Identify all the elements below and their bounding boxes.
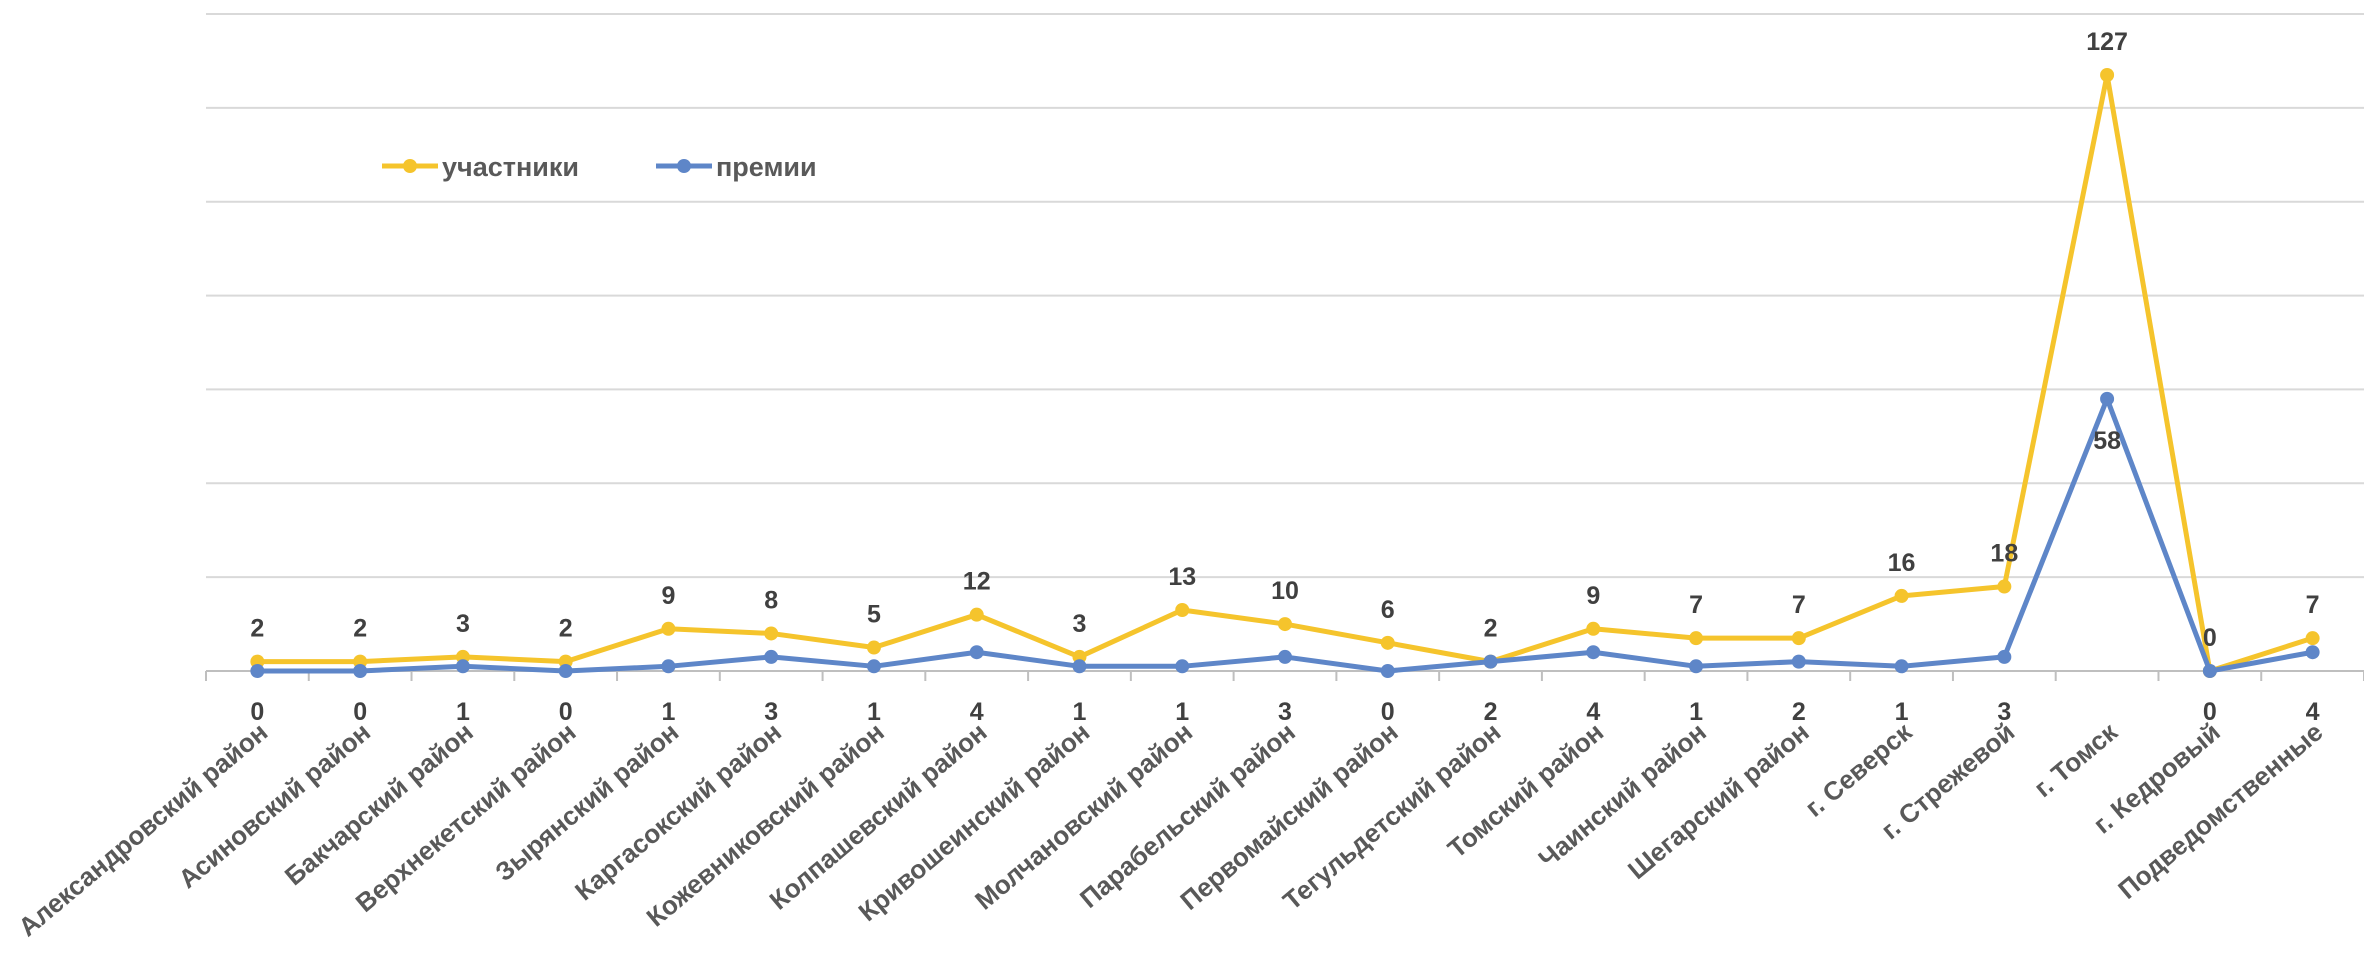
data-point bbox=[1175, 659, 1190, 674]
category-label: г. Томск bbox=[2028, 716, 2124, 803]
data-label-awards: 4 bbox=[1586, 698, 1600, 726]
data-label-awards: 3 bbox=[1278, 698, 1292, 726]
legend-label: премии bbox=[716, 152, 817, 182]
data-label-participants: 13 bbox=[1168, 563, 1196, 591]
data-point bbox=[866, 659, 881, 674]
data-point bbox=[1791, 654, 1806, 669]
data-point bbox=[1483, 654, 1498, 669]
data-label-awards: 3 bbox=[1997, 698, 2011, 726]
legend: участники премии bbox=[382, 152, 817, 182]
data-point bbox=[1894, 588, 1909, 603]
data-point bbox=[1997, 579, 2012, 594]
legend-item-awards: премии bbox=[656, 152, 817, 182]
data-point bbox=[866, 640, 881, 655]
data-point bbox=[558, 664, 573, 678]
data-label-participants: 2 bbox=[1484, 615, 1498, 643]
category-label: Асиновский район bbox=[173, 717, 376, 894]
data-label-participants: 9 bbox=[661, 582, 675, 610]
data-label-awards: 4 bbox=[970, 698, 984, 726]
data-point bbox=[250, 664, 265, 678]
data-label-awards: 1 bbox=[1175, 698, 1189, 726]
data-point bbox=[969, 607, 984, 622]
data-point bbox=[764, 649, 779, 664]
data-label-awards: 0 bbox=[1381, 698, 1395, 726]
data-label-awards: 1 bbox=[1689, 698, 1703, 726]
data-point bbox=[1586, 621, 1601, 636]
data-label-participants: 127 bbox=[2086, 28, 2128, 56]
series-awards bbox=[250, 391, 2320, 678]
data-point bbox=[1689, 631, 1704, 646]
data-label-awards: 0 bbox=[353, 698, 367, 726]
data-label-awards: 4 bbox=[2306, 698, 2320, 726]
data-label-participants: 12 bbox=[963, 568, 991, 596]
category-label: Зырянский район bbox=[489, 717, 684, 887]
data-point bbox=[969, 645, 984, 660]
category-label: Чаинский район bbox=[1533, 717, 1712, 874]
data-point bbox=[1380, 635, 1395, 650]
data-point bbox=[661, 621, 676, 636]
data-label-participants: 5 bbox=[867, 601, 881, 629]
legend-swatch-marker bbox=[403, 159, 417, 173]
data-point bbox=[1072, 659, 1087, 674]
data-label-awards: 58 bbox=[2093, 427, 2121, 455]
data-point bbox=[1586, 645, 1601, 660]
data-point bbox=[1894, 659, 1909, 674]
data-label-awards: 0 bbox=[2203, 698, 2217, 726]
data-label-awards: 2 bbox=[1484, 698, 1498, 726]
data-label-awards: 0 bbox=[250, 698, 264, 726]
data-label-participants: 3 bbox=[456, 610, 470, 638]
data-point bbox=[2305, 645, 2320, 660]
data-label-participants: 9 bbox=[1586, 582, 1600, 610]
data-labels: 2020312091835112431131103602294717216118… bbox=[250, 28, 2319, 726]
data-point bbox=[2100, 391, 2115, 406]
data-label-participants: 2 bbox=[353, 615, 367, 643]
category-label: Бакчарский район bbox=[279, 717, 479, 892]
data-point bbox=[1175, 602, 1190, 617]
data-point bbox=[1278, 617, 1292, 632]
data-label-participants: 18 bbox=[1990, 540, 2018, 568]
category-label: Шегарский район bbox=[1622, 717, 1815, 885]
data-point bbox=[2100, 68, 2115, 83]
data-label-participants: 3 bbox=[1073, 610, 1087, 638]
data-point bbox=[661, 659, 676, 674]
data-label-awards: 2 bbox=[1792, 698, 1806, 726]
data-label-awards: 1 bbox=[867, 698, 881, 726]
data-label-awards: 3 bbox=[764, 698, 778, 726]
category-label: Подведомственные bbox=[2112, 717, 2328, 905]
data-point bbox=[353, 664, 368, 678]
x-axis bbox=[205, 670, 2364, 681]
data-point bbox=[2305, 631, 2320, 646]
data-label-awards: 0 bbox=[559, 698, 573, 726]
legend-swatch-marker bbox=[677, 159, 691, 173]
data-point bbox=[1689, 659, 1704, 674]
data-point bbox=[2202, 664, 2217, 678]
data-point bbox=[1380, 664, 1395, 678]
data-label-awards: 1 bbox=[661, 698, 675, 726]
data-point bbox=[1997, 649, 2012, 664]
data-label-participants: 0 bbox=[2203, 624, 2217, 652]
data-label-participants: 7 bbox=[2306, 591, 2320, 619]
data-label-participants: 10 bbox=[1271, 577, 1299, 605]
data-label-awards: 1 bbox=[456, 698, 470, 726]
data-label-participants: 16 bbox=[1888, 549, 1916, 577]
data-point bbox=[764, 626, 779, 641]
data-label-participants: 8 bbox=[764, 586, 778, 614]
data-label-participants: 6 bbox=[1381, 596, 1395, 624]
data-label-participants: 2 bbox=[559, 615, 573, 643]
data-label-participants: 7 bbox=[1689, 591, 1703, 619]
series-layer bbox=[250, 68, 2320, 678]
data-label-awards: 1 bbox=[1073, 698, 1087, 726]
data-label-participants: 2 bbox=[250, 615, 264, 643]
data-label-participants: 7 bbox=[1792, 591, 1806, 619]
data-point bbox=[1791, 631, 1806, 646]
legend-item-participants: участники bbox=[382, 152, 579, 182]
data-point bbox=[1278, 649, 1292, 664]
data-point bbox=[455, 659, 470, 674]
data-label-awards: 1 bbox=[1895, 698, 1909, 726]
gridlines bbox=[206, 13, 2364, 579]
legend-label: участники bbox=[442, 152, 579, 182]
